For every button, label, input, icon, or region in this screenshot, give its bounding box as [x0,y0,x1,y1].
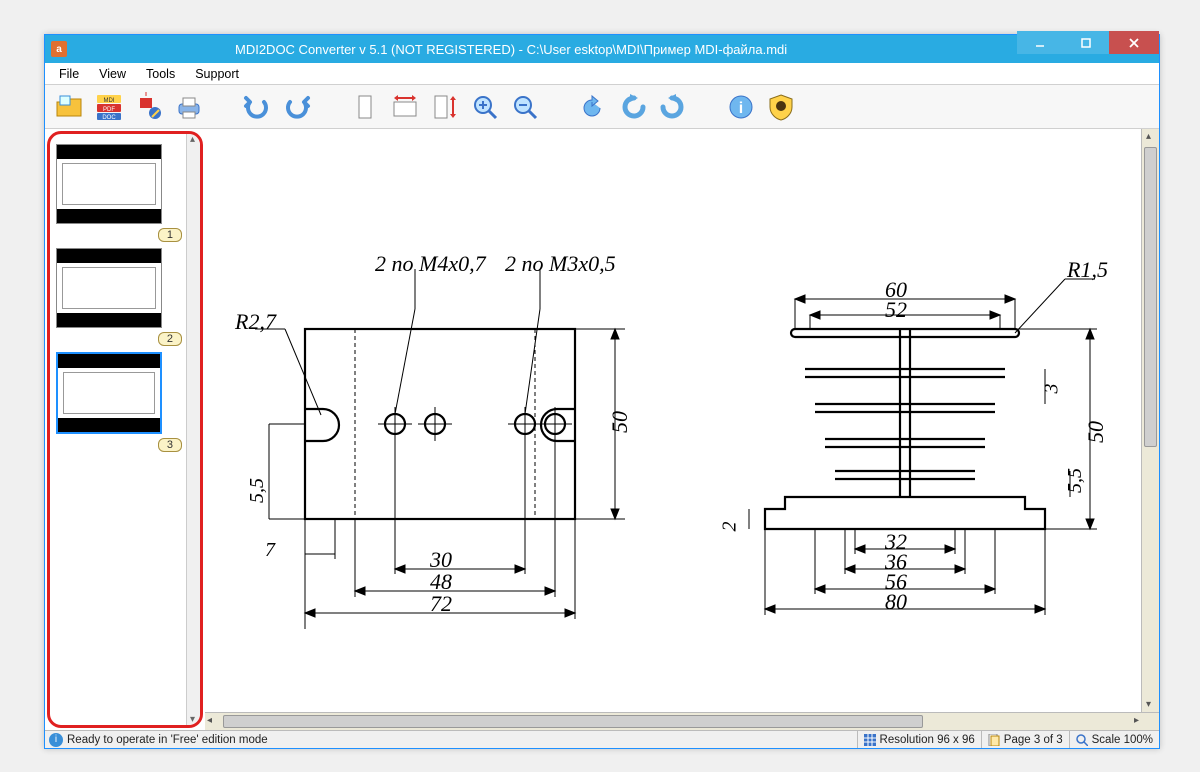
toolbar: MDI PDF DOC i [45,85,1159,129]
undo-icon[interactable] [239,89,275,125]
fit-page-icon[interactable] [347,89,383,125]
rotate-ccw-icon[interactable] [615,89,651,125]
status-page: Page 3 of 3 [981,731,1069,748]
thumbnail-page-2[interactable]: 2 [56,248,184,346]
app-body: 1 2 3 [45,129,1159,730]
thumbnail-page-1[interactable]: 1 [56,144,184,242]
technical-drawing: R2,7 2 по M4x0,7 2 по M3x0,5 50 5,5 7 30… [205,129,1141,712]
dim-72: 72 [430,591,452,617]
register-shield-icon[interactable] [763,89,799,125]
dim-50r: 50 [1083,421,1109,443]
menu-support[interactable]: Support [185,65,249,83]
menubar: File View Tools Support [45,63,1159,85]
dim-r15: R1,5 [1067,257,1108,283]
open-file-icon[interactable] [51,89,87,125]
dim-m3: 2 по M3x0,5 [505,251,616,277]
dim-r27: R2,7 [235,309,276,335]
svg-text:DOC: DOC [102,115,116,121]
menu-tools[interactable]: Tools [136,65,185,83]
page-badge: 2 [158,332,182,346]
menu-file[interactable]: File [49,65,89,83]
dim-80: 80 [885,589,907,615]
rotate-cw-icon[interactable] [655,89,691,125]
vertical-scrollbar[interactable] [1141,129,1159,712]
app-window: a MDI2DOC Converter v 5.1 (NOT REGISTERE… [44,34,1160,749]
info-icon[interactable]: i [723,89,759,125]
window-title: MDI2DOC Converter v 5.1 (NOT REGISTERED)… [75,42,1017,57]
rotate-left-icon[interactable] [575,89,611,125]
dim-m4: 2 по M4x0,7 [375,251,486,277]
page-icon [988,734,1000,746]
statusbar: i Ready to operate in 'Free' edition mod… [45,730,1159,748]
dim-50l: 50 [607,411,633,433]
dim-2: 2 [719,522,742,532]
horizontal-scrollbar[interactable]: ▸ [205,712,1159,730]
dim-52: 52 [885,297,907,323]
svg-text:PDF: PDF [103,107,115,113]
page-badge: 3 [158,438,182,452]
dim-55l: 5,5 [246,478,269,503]
zoom-in-icon[interactable] [467,89,503,125]
thumbnail-panel: 1 2 3 [47,131,203,728]
svg-text:i: i [739,100,743,117]
menu-view[interactable]: View [89,65,136,83]
convert-mdi-pdf-doc-icon[interactable]: MDI PDF DOC [91,89,127,125]
status-ready: Ready to operate in 'Free' edition mode [67,734,268,746]
status-resolution: Resolution 96 x 96 [857,731,981,748]
zoom-out-icon[interactable] [507,89,543,125]
titlebar: a MDI2DOC Converter v 5.1 (NOT REGISTERE… [45,35,1159,63]
close-button[interactable] [1109,31,1159,54]
page-badge: 1 [158,228,182,242]
dim-3: 3 [1041,384,1064,394]
fit-width-icon[interactable] [387,89,423,125]
maximize-button[interactable] [1063,31,1109,54]
print-icon[interactable] [171,89,207,125]
svg-text:MDI: MDI [104,98,115,104]
thumbnail-scrollbar[interactable] [186,134,202,725]
grid-icon [864,734,876,746]
minimize-button[interactable] [1017,31,1063,54]
dim-55r: 5,5 [1064,468,1087,493]
status-info-icon: i [49,733,63,747]
thumbnail-page-3[interactable]: 3 [56,352,184,452]
dim-7: 7 [265,539,275,562]
app-icon: a [51,41,67,57]
page-canvas[interactable]: R2,7 2 по M4x0,7 2 по M3x0,5 50 5,5 7 30… [205,129,1141,712]
window-controls [1017,35,1159,63]
redo-icon[interactable] [279,89,315,125]
convert-image-icon[interactable] [131,89,167,125]
fit-height-icon[interactable] [427,89,463,125]
status-scale: Scale 100% [1069,731,1159,748]
document-viewer: R2,7 2 по M4x0,7 2 по M3x0,5 50 5,5 7 30… [205,129,1159,730]
magnifier-icon [1076,734,1088,746]
